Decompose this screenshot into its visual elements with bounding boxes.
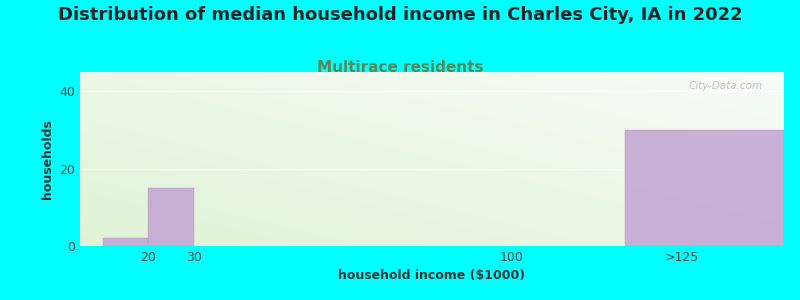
Text: Multirace residents: Multirace residents: [317, 60, 483, 75]
Bar: [102, 238, 148, 246]
X-axis label: household income ($1000): household income ($1000): [338, 269, 526, 282]
Y-axis label: households: households: [41, 119, 54, 199]
Text: City-Data.com: City-Data.com: [689, 81, 763, 91]
Bar: [625, 130, 784, 246]
Bar: [148, 188, 194, 246]
Text: Distribution of median household income in Charles City, IA in 2022: Distribution of median household income …: [58, 6, 742, 24]
